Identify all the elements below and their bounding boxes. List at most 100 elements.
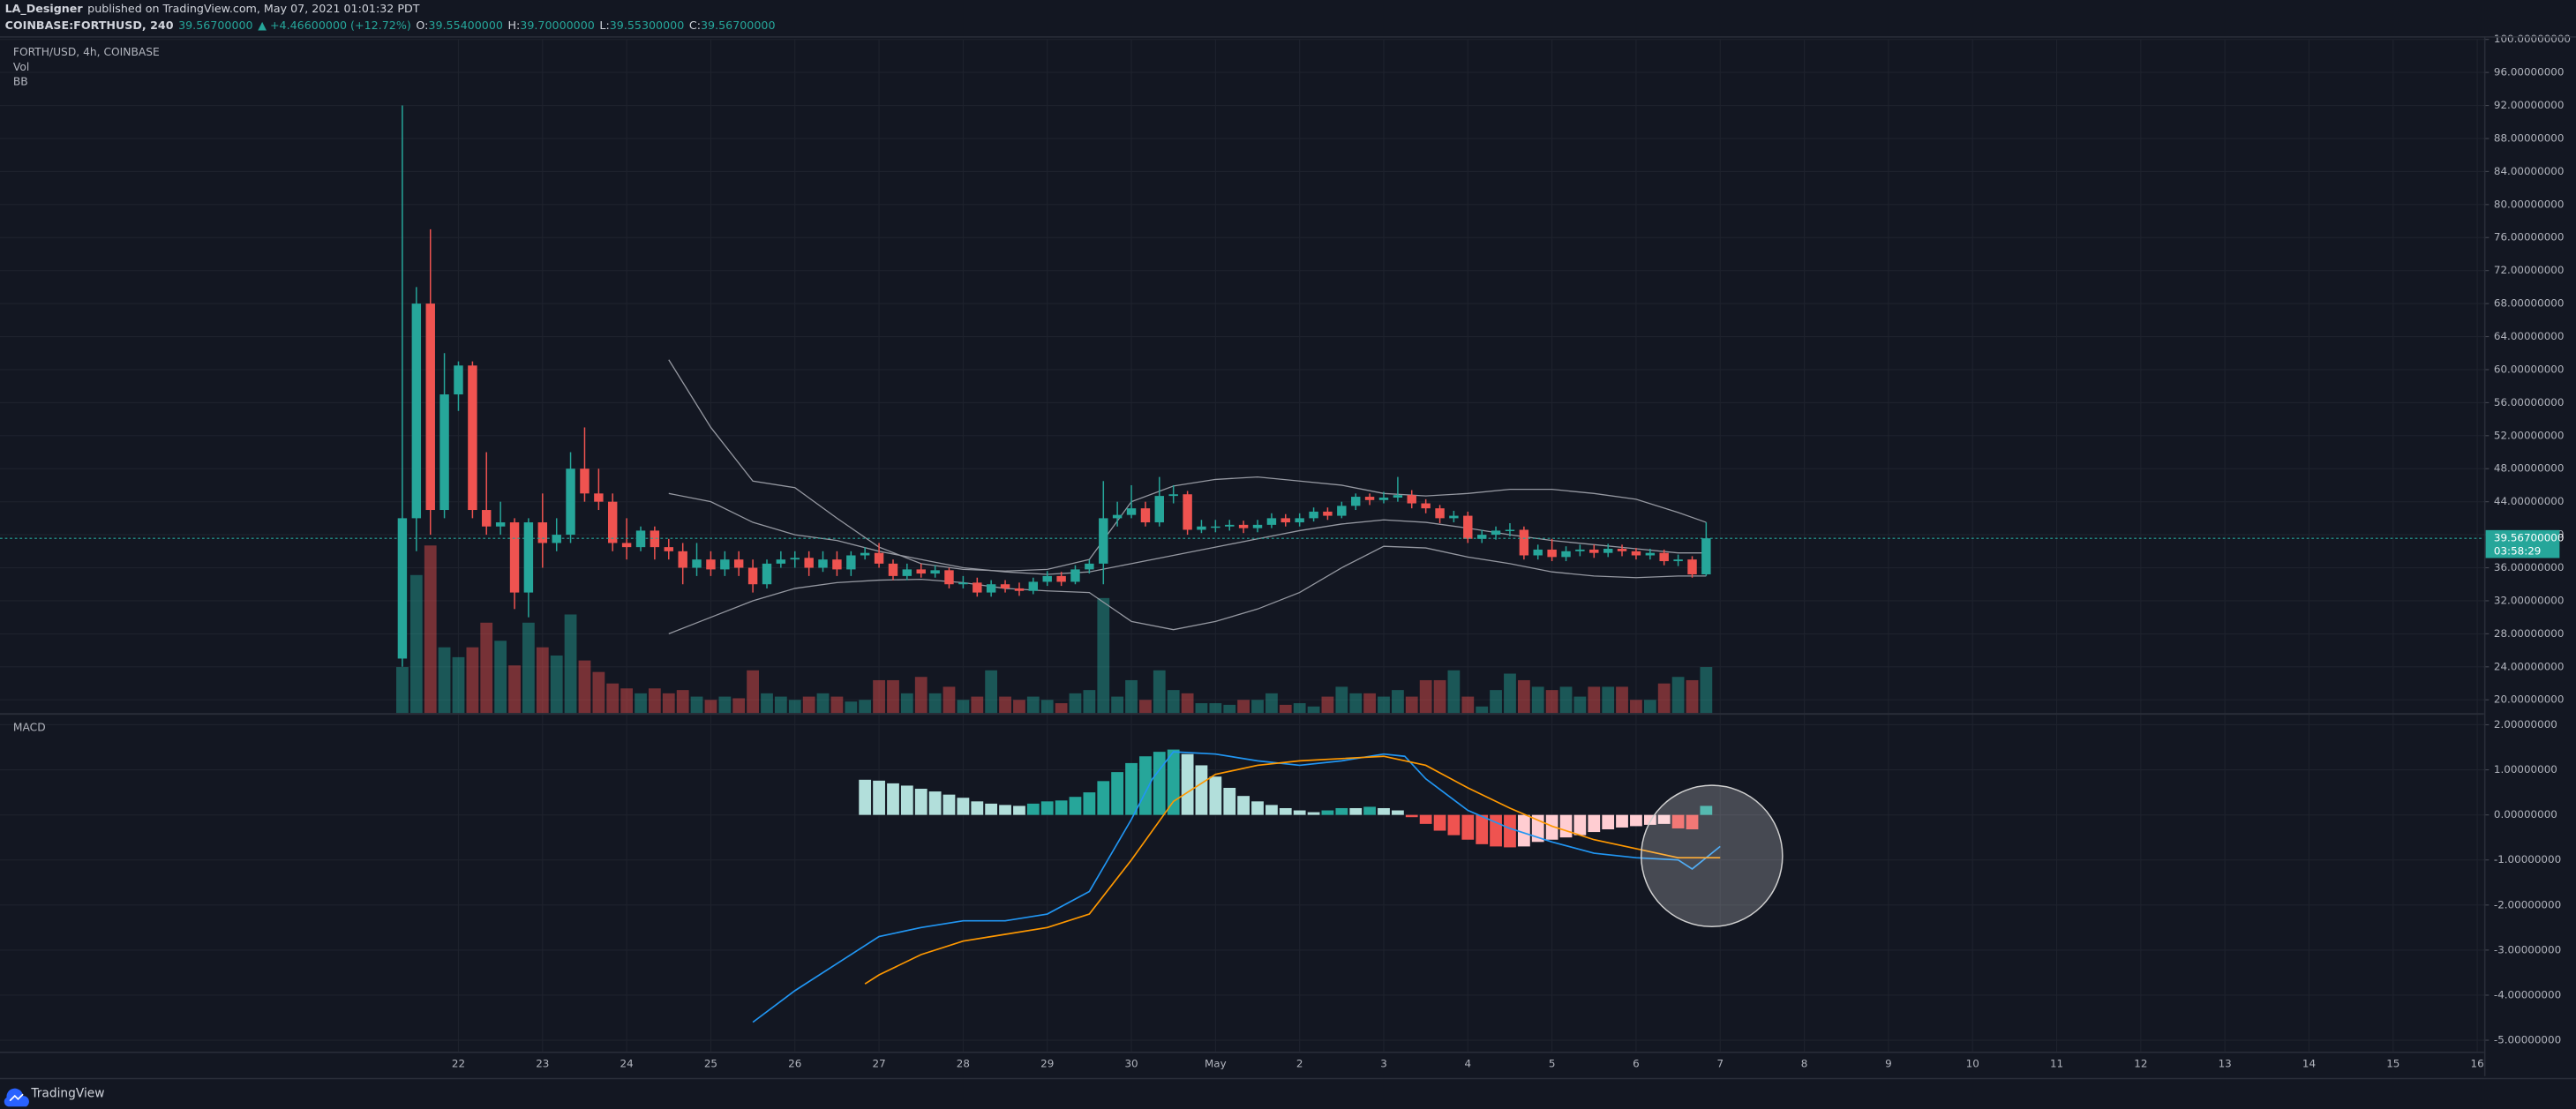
x-tick-label: 12 (2134, 1057, 2147, 1069)
y-tick-label: 28.00000000 (2494, 627, 2565, 640)
histogram-bar (1490, 814, 1502, 847)
candle-body (1687, 559, 1697, 575)
y-tick-label: 20.00000000 (2494, 693, 2565, 706)
volume-bar (957, 700, 970, 714)
volume-bar (732, 698, 746, 714)
volume-bar (1026, 696, 1040, 714)
volume-bar (1195, 703, 1208, 714)
candle-body (523, 522, 534, 593)
candle-body (1645, 552, 1656, 556)
histogram-bar (873, 780, 885, 815)
candle-body (1126, 508, 1137, 515)
candle-body (1533, 549, 1543, 556)
y-tick-label: 100.00000000 (2494, 33, 2571, 45)
histogram-bar (1643, 814, 1656, 825)
candle-body (1701, 538, 1711, 575)
candle-body (1197, 526, 1206, 530)
y-tick-label: -5.00000000 (2494, 1034, 2561, 1046)
y-tick-label: 76.00000000 (2494, 231, 2565, 244)
high-label: H: (508, 18, 521, 31)
histogram-bar (1461, 814, 1475, 840)
histogram-bar (1153, 752, 1166, 815)
histogram-bar (1125, 762, 1138, 815)
x-tick-label: 25 (704, 1057, 717, 1069)
logo-line (9, 1093, 24, 1102)
histogram-bar (1279, 807, 1292, 815)
candle-body (1309, 511, 1318, 519)
candle-body (1014, 588, 1025, 591)
candle-body (804, 558, 814, 568)
histogram-bar (1251, 801, 1264, 815)
high-value: 39.70000000 (520, 18, 595, 31)
candle-body (818, 559, 828, 568)
candle-body (1112, 514, 1123, 519)
histogram-bar (1349, 807, 1363, 815)
candle-body (1070, 569, 1080, 582)
volume-bar (859, 700, 872, 714)
candle-body (692, 559, 702, 568)
volume-bar (662, 693, 675, 714)
volume-bar (1461, 696, 1475, 714)
x-tick-label: 14 (2302, 1057, 2316, 1069)
volume-bar (1013, 700, 1025, 714)
histogram-bar (1657, 814, 1671, 824)
candle-body (747, 567, 758, 585)
x-tick-label: 23 (536, 1057, 549, 1069)
x-tick-label: 15 (2386, 1057, 2400, 1069)
volume-bar (690, 696, 703, 714)
quote-line: COINBASE:FORTHUSD, 240 39.56700000 ▲ +4.46… (5, 18, 776, 31)
price-tag (2485, 529, 2560, 558)
volume-bar (1321, 696, 1334, 714)
histogram-bar (1602, 814, 1615, 829)
volume-bar (648, 688, 661, 714)
low-label: L: (599, 18, 609, 31)
candle-body (1140, 508, 1151, 523)
candle-body (1238, 524, 1249, 528)
x-tick-label: 30 (1124, 1057, 1138, 1069)
histogram-bar (1419, 814, 1432, 824)
y-tick-label: 2.00000000 (2494, 718, 2557, 731)
histogram-bar (985, 803, 998, 815)
histogram-bar (1195, 765, 1208, 815)
volume-bar (1265, 693, 1278, 714)
volume-bar (816, 693, 830, 714)
x-tick-label: 10 (1966, 1057, 1979, 1069)
histogram-bar (1013, 806, 1025, 815)
histogram-bar (1083, 792, 1096, 815)
volume-bar (1643, 700, 1656, 714)
candle-body (930, 570, 940, 574)
volume-bar (592, 671, 605, 714)
plot (0, 105, 2484, 1023)
candle-body (706, 559, 716, 570)
candle-body (537, 522, 548, 543)
histogram-bar (1700, 806, 1713, 815)
volume-bar (900, 693, 913, 714)
x-tick-label: 11 (2050, 1057, 2063, 1069)
macd-line (752, 751, 1721, 1023)
volume-bar (1476, 706, 1489, 714)
signal-line (864, 755, 1721, 985)
volume-bar (1686, 679, 1699, 714)
candle-body (888, 563, 898, 576)
candle-body (594, 493, 604, 502)
histogram-bar (1209, 776, 1222, 815)
candle-body (762, 563, 772, 585)
histogram-bar (1392, 810, 1404, 815)
candle-body (607, 501, 618, 543)
candle-body (1225, 524, 1235, 527)
volume-bar (999, 696, 1011, 714)
symbol: COINBASE:FORTHUSD, 240 (5, 18, 174, 31)
candle-body (1491, 530, 1501, 536)
histogram-bar (1630, 814, 1642, 827)
volume-bar (1279, 704, 1292, 714)
legend-symbol: FORTH/USD, 4h, COINBASE (13, 46, 160, 58)
y-tick-label: 64.00000000 (2494, 330, 2565, 342)
candle-body (1603, 549, 1613, 553)
candle-body (1617, 549, 1627, 551)
histogram-bar (1307, 812, 1320, 815)
histogram-bar (1321, 810, 1334, 815)
candle-body (1519, 529, 1529, 556)
candle-body (860, 552, 870, 556)
volume-bar (1069, 693, 1082, 714)
volume-bar (1349, 693, 1363, 714)
